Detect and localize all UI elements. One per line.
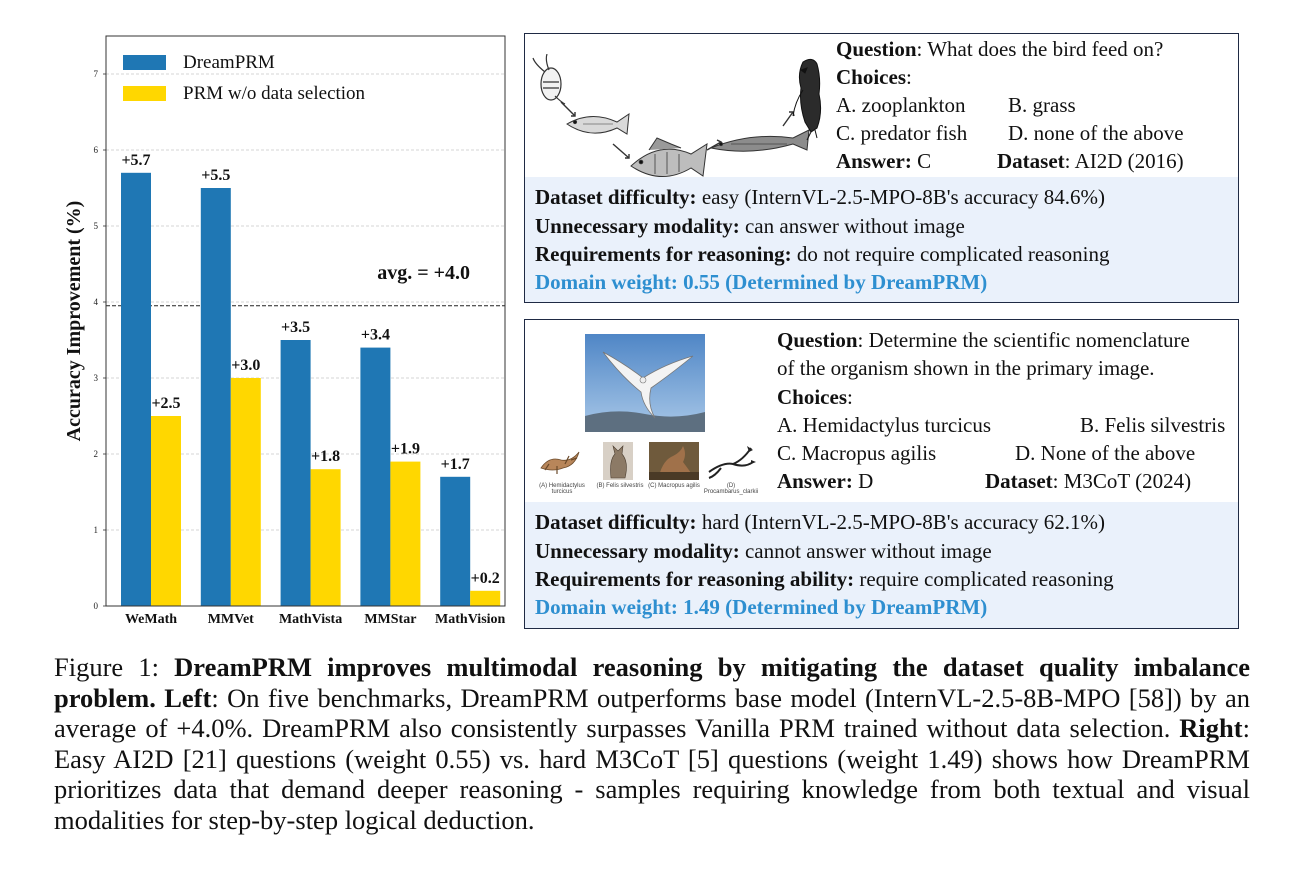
choice-a: A. Hemidactylus turcicus (777, 413, 992, 437)
y-tick-label: 4 (94, 297, 99, 307)
bar-labels: +5.7 +2.5 +5.5 +3.0 +3.5 +1.8 +3.4 +1.9 +1.7 +0.2… (121, 152, 499, 587)
choices-label: Choices: (836, 65, 912, 89)
y-tick-label: 2 (94, 449, 99, 459)
y-tick-label: 7 (94, 69, 99, 79)
bar-chart: +5.7 +2.5 +5.5 +3.0 +3.5 +1.8 +3.4 +1.9 +1.7 +0.2… (63, 35, 506, 627)
cat-thumbnail (603, 442, 633, 480)
y-axis-title: Accuracy Improvement (%) (63, 201, 85, 442)
axes: 0 1 2 3 4 5 6 7 WeMath MMVet MathVista MMStar MathVi… (63, 35, 506, 627)
y-tick-label: 0 (94, 601, 99, 611)
x-tick-label: MMVet (208, 612, 254, 627)
bar-value-label: +0.2 (471, 570, 500, 587)
bar-prm-wo-selection (390, 461, 421, 606)
arrow-icon (782, 111, 794, 127)
bar-value-label: +5.7 (121, 152, 150, 169)
legend-swatch (123, 55, 166, 70)
x-tick-label: WeMath (125, 612, 177, 627)
difficulty-line: Dataset difficulty: easy (InternVL-2.5-M… (535, 185, 1106, 209)
figure-caption: Figure 1: DreamPRM improves multimodal r… (54, 652, 1251, 835)
choices-label: Choices: (777, 385, 853, 409)
legend-label: DreamPRM (183, 52, 275, 73)
bar-value-label: +3.4 (361, 327, 390, 344)
choice-b: B. grass (1008, 93, 1076, 117)
y-tick-label: 1 (94, 525, 99, 535)
gecko-thumbnail (535, 442, 585, 480)
choice-a: A. zooplankton (836, 93, 966, 117)
choice-d: D. None of the above (1015, 441, 1196, 465)
question-line-2: of the organism shown in the primary ima… (777, 356, 1155, 380)
kangaroo-thumbnail (649, 442, 699, 480)
reasoning-line: Requirements for reasoning: do not requi… (535, 242, 1110, 266)
small-fish-icon (566, 112, 630, 135)
bar-value-label: +3.0 (231, 357, 260, 374)
choice-c: C. Macropus agilis (777, 441, 937, 465)
example-panel-m3cot: (A) Hemidactylus turcicus (B) Felis silv… (524, 319, 1239, 629)
bars (121, 172, 501, 607)
arrow-icon (560, 101, 576, 117)
bar-value-label: +1.7 (441, 456, 470, 473)
bar-dreamprm (360, 347, 391, 606)
bar-dreamprm (440, 476, 471, 606)
food-chain-illustration (532, 54, 822, 177)
x-tick-label: MathVista (279, 612, 342, 627)
bar-value-label: +5.5 (201, 167, 230, 184)
domain-weight-line: Domain weight: 0.55 (Determined by Dream… (535, 270, 988, 294)
thumb-caption-d: (D) Procambarus_clarkii (703, 483, 759, 495)
seagull-photo (585, 334, 705, 432)
hawk-icon (792, 58, 822, 141)
question-line-1: Question: Determine the scientific nomen… (777, 328, 1190, 352)
legend-label: PRM w/o data selection (183, 83, 366, 104)
legend-swatch (123, 86, 166, 101)
pike-icon (709, 129, 810, 152)
bar-prm-wo-selection (470, 590, 501, 606)
zooplankton-icon (532, 54, 566, 105)
answer: Answer: D (777, 469, 874, 493)
bar-prm-wo-selection (151, 416, 181, 606)
thumb-caption-b: (B) Felis silvestris (596, 483, 644, 489)
example-panel-ai2d: Question: What does the bird feed on? Ch… (524, 33, 1239, 303)
modality-line: Unnecessary modality: cannot answer with… (535, 539, 992, 563)
bar-prm-wo-selection (230, 378, 261, 606)
info-box: Dataset difficulty: easy (InternVL-2.5-M… (525, 177, 1238, 302)
choice-d: D. none of the above (1008, 121, 1184, 145)
dataset: Dataset: M3CoT (2024) (985, 469, 1192, 493)
bar-value-label: +2.5 (151, 395, 180, 412)
bar-value-label: +1.8 (311, 448, 340, 465)
thumb-caption-a: (A) Hemidactylus turcicus (539, 483, 585, 495)
domain-weight-line: Domain weight: 1.49 (Determined by Dream… (535, 595, 988, 619)
question-line: Question: What does the bird feed on? (836, 37, 1164, 61)
bar-dreamprm (121, 172, 151, 607)
reasoning-line: Requirements for reasoning ability: requ… (535, 567, 1114, 591)
x-tick-label: MMStar (364, 612, 416, 627)
perch-icon (630, 137, 708, 177)
choice-c: C. predator fish (836, 121, 968, 145)
arrow-icon (706, 141, 722, 151)
modality-line: Unnecessary modality: can answer without… (535, 214, 965, 238)
legend: DreamPRM PRM w/o data selection (123, 52, 366, 104)
y-tick-label: 5 (94, 221, 99, 231)
info-box: Dataset difficulty: hard (InternVL-2.5-M… (525, 502, 1238, 628)
bar-prm-wo-selection (310, 469, 341, 606)
difficulty-line: Dataset difficulty: hard (InternVL-2.5-M… (535, 510, 1106, 534)
bar-value-label: +1.9 (391, 441, 420, 458)
choice-b: B. Felis silvestris (1080, 413, 1226, 437)
plot-frame (105, 35, 506, 607)
y-tick-label: 6 (94, 145, 99, 155)
crayfish-thumbnail (703, 442, 757, 480)
x-tick-label: MathVision (435, 612, 505, 627)
thumb-caption-c: (C) Macropus agilis (648, 483, 700, 489)
y-tick-label: 3 (94, 373, 99, 383)
arrow-icon (612, 143, 630, 159)
answer: Answer: C (836, 149, 932, 173)
average-label: avg. = +4.0 (377, 262, 470, 284)
dataset: Dataset: AI2D (2016) (997, 149, 1184, 173)
bar-dreamprm (280, 340, 311, 606)
bar-value-label: +3.5 (281, 319, 310, 336)
bar-dreamprm (200, 188, 231, 606)
